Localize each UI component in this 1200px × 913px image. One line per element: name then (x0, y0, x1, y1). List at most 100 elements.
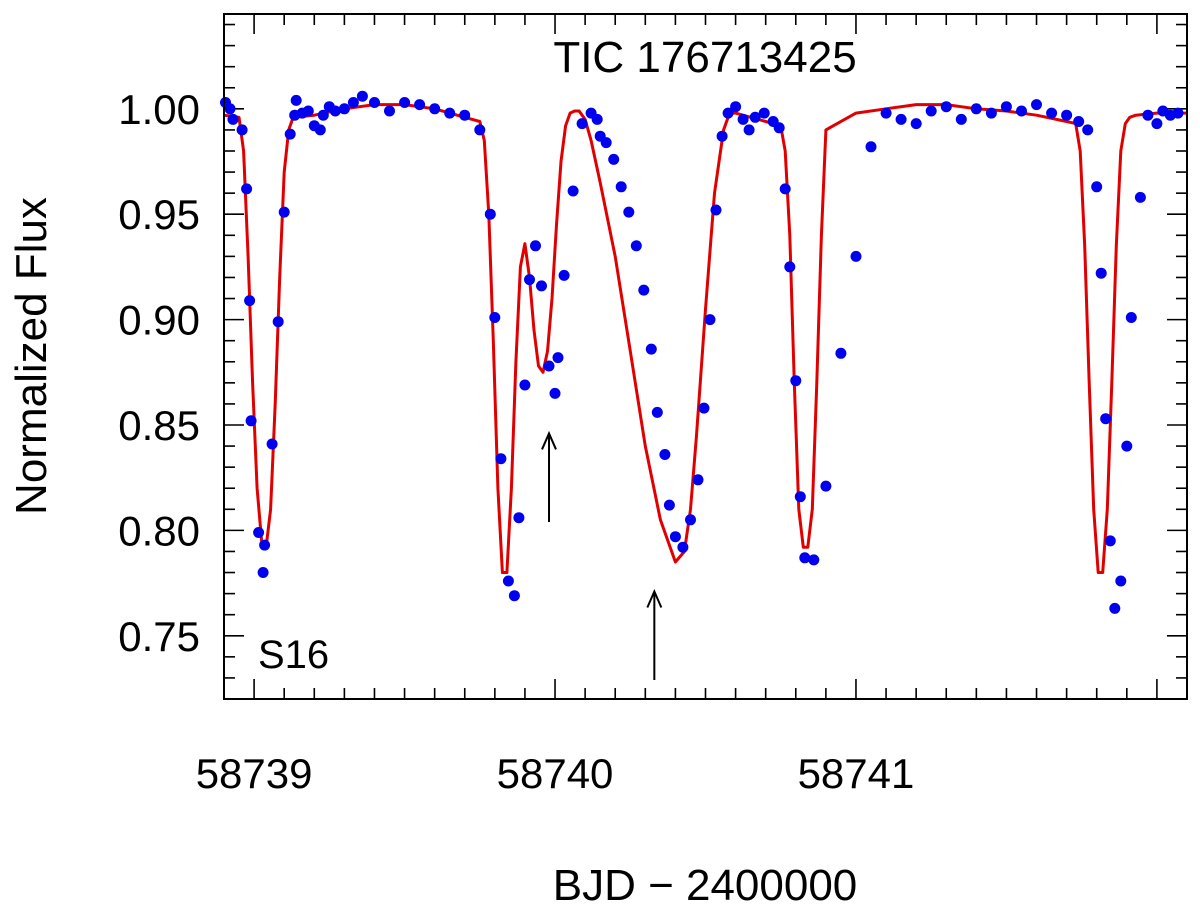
data-point (227, 113, 239, 125)
data-point (790, 375, 802, 387)
data-point (519, 379, 531, 391)
data-point (630, 240, 642, 252)
y-axis-label: Normalized Flux (7, 197, 56, 515)
y-tick-label: 0.95 (118, 191, 200, 238)
data-point (615, 181, 627, 193)
data-point (677, 541, 689, 553)
data-point (710, 204, 722, 216)
arrow (646, 589, 663, 681)
data-point (970, 103, 982, 115)
data-point (835, 347, 847, 359)
y-tick-label: 0.80 (118, 507, 200, 554)
data-point (1142, 109, 1154, 121)
y-tick-label: 0.75 (118, 613, 200, 660)
data-point (669, 531, 681, 543)
data-point (236, 124, 248, 136)
data-point (1016, 105, 1027, 117)
data-point (259, 539, 271, 551)
data-point (444, 107, 456, 119)
x-axis-label: BJD − 2400000 (553, 861, 858, 910)
data-point (600, 137, 612, 149)
data-point (567, 185, 579, 197)
data-point (508, 590, 520, 602)
data-point (414, 99, 426, 111)
data-point (784, 261, 796, 273)
annotation-arrows (541, 430, 663, 681)
data-point (1134, 191, 1146, 203)
data-point (638, 284, 650, 296)
data-point (1125, 312, 1137, 323)
data-point (543, 360, 555, 372)
data-point (576, 118, 588, 130)
data-point (1061, 109, 1073, 121)
data-point (1046, 107, 1058, 119)
data-point (758, 107, 770, 119)
y-tick-label: 1.00 (118, 86, 200, 133)
data-point (399, 97, 411, 108)
data-point (685, 514, 696, 526)
data-point (850, 250, 862, 262)
chart-title: TIC 176713425 (553, 33, 856, 82)
data-point (224, 103, 236, 115)
x-tick-label: 58741 (798, 750, 915, 797)
data-point (704, 314, 716, 326)
data-point (552, 352, 564, 364)
tick-labels: 58739 58740 58741 0.75 0.80 0.85 0.90 0.95 1.00 (118, 86, 914, 797)
data-points-layer (220, 90, 1184, 614)
data-point (799, 552, 811, 564)
data-point (495, 453, 507, 465)
x-tick-label: 58739 (196, 750, 313, 797)
sector-annotation: S16 (258, 633, 329, 677)
data-point (591, 113, 603, 125)
data-point (1000, 101, 1012, 113)
data-point (925, 105, 937, 117)
data-point (502, 575, 514, 587)
data-point (730, 101, 742, 113)
data-point (722, 107, 734, 119)
data-point (489, 312, 501, 323)
y-tick-label: 0.85 (118, 402, 200, 449)
model-curve-layer (223, 103, 1187, 574)
data-point (865, 141, 877, 153)
data-point (955, 113, 967, 125)
data-point (1115, 575, 1127, 587)
data-point (940, 101, 952, 113)
data-point (623, 206, 635, 218)
data-point (1104, 535, 1116, 547)
data-point (773, 122, 785, 134)
data-point (536, 280, 547, 292)
model-curve (223, 103, 1187, 574)
data-point (743, 124, 755, 136)
data-point (716, 130, 728, 142)
data-point (608, 153, 620, 165)
data-point (645, 343, 657, 355)
data-point (985, 107, 997, 119)
data-point (1121, 440, 1133, 452)
data-point (302, 105, 314, 117)
data-point (338, 103, 350, 115)
data-point (808, 554, 820, 566)
data-point (317, 109, 329, 121)
data-point (1172, 107, 1184, 119)
data-point (549, 387, 561, 399)
data-point (513, 512, 525, 524)
x-tick-label: 58740 (497, 750, 614, 797)
data-point (245, 415, 257, 427)
data-point (880, 107, 892, 119)
data-point (524, 274, 535, 286)
data-point (1100, 413, 1112, 425)
data-point (266, 438, 278, 450)
arrow-head (646, 589, 663, 608)
axis-ticks (223, 14, 1188, 700)
data-point (749, 111, 761, 123)
data-point (474, 124, 486, 136)
data-point (290, 94, 302, 106)
arrow-head (541, 430, 557, 450)
data-point (558, 269, 570, 281)
data-point (895, 113, 907, 125)
data-point (272, 316, 284, 328)
data-point (244, 295, 256, 307)
data-point (241, 183, 253, 195)
data-point (659, 449, 671, 460)
